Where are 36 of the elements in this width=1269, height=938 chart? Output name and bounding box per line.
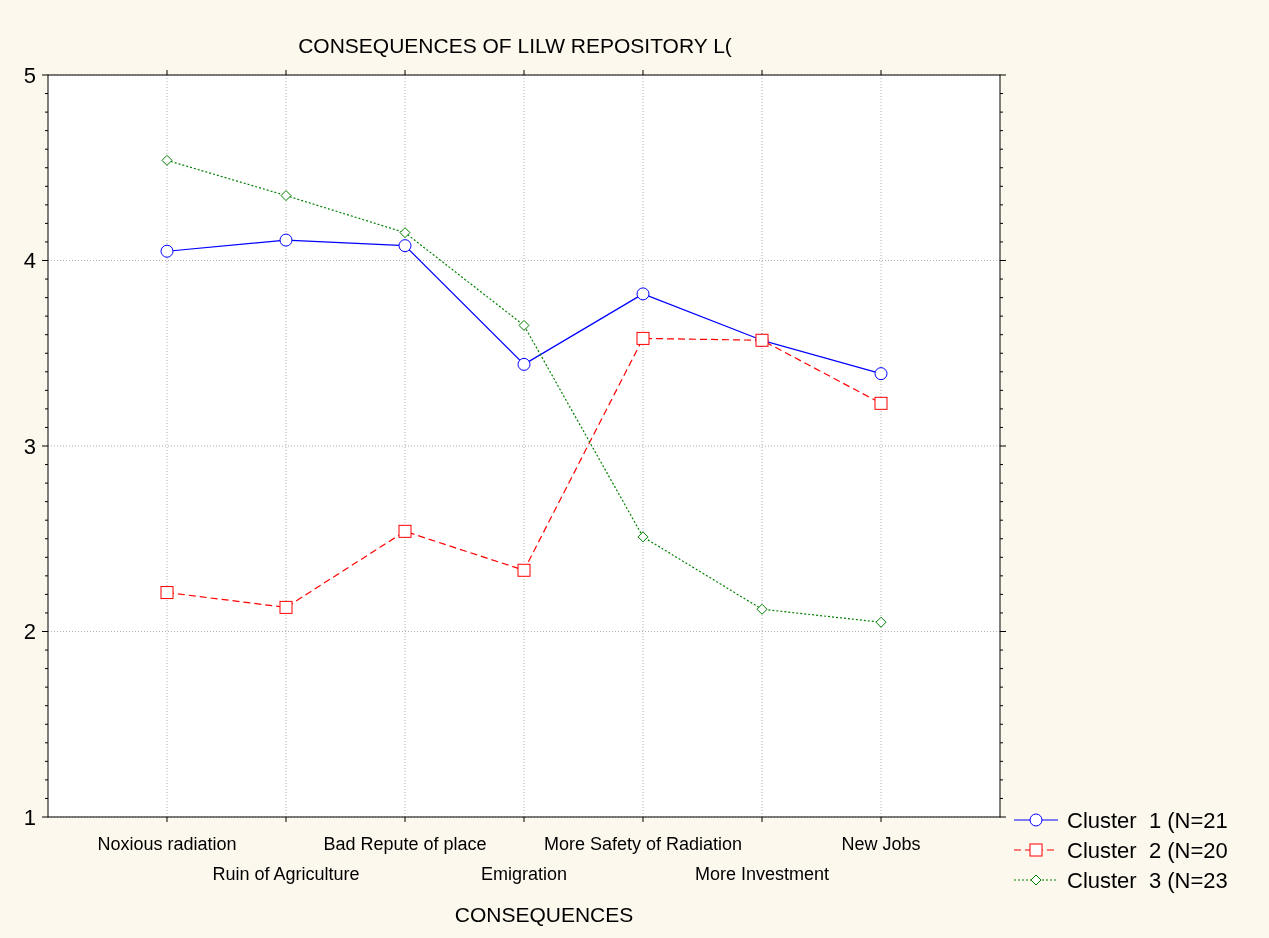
y-tick-label: 4 [23, 248, 36, 274]
point [636, 331, 650, 345]
x-tick-label: More Safety of Radiation [543, 834, 743, 854]
point [279, 600, 293, 614]
x-tick-label: Noxious radiation [97, 834, 237, 854]
x-tick-label: New Jobs [841, 834, 921, 854]
y-tick-label: 5 [23, 62, 36, 88]
point [280, 190, 292, 202]
x-tick-label: More Investment [694, 864, 830, 884]
point [398, 524, 412, 538]
point [874, 396, 888, 410]
point [161, 154, 173, 166]
point [637, 531, 649, 543]
legend-label: Cluster 1 (N=21 [1067, 807, 1228, 833]
point [398, 239, 412, 253]
x-axis-title: CONSEQUENCES [454, 903, 634, 926]
point [875, 616, 887, 628]
y-tick-label: 2 [23, 619, 36, 645]
chart-title: CONSEQUENCES OF LILW REPOSITORY L( [298, 34, 732, 57]
legend-label: Cluster 2 (N=20 [1067, 837, 1228, 863]
y-tick-label: 1 [23, 804, 36, 830]
point [517, 563, 531, 577]
legend-label: Cluster 3 (N=23 [1067, 867, 1228, 893]
point [279, 233, 293, 247]
x-tick-label: Emigration [480, 864, 568, 884]
point [756, 603, 768, 615]
point [517, 357, 531, 371]
point [160, 586, 174, 600]
point [518, 319, 530, 331]
point [874, 367, 888, 381]
point [160, 244, 174, 258]
point [399, 227, 411, 239]
y-tick-label: 3 [23, 433, 36, 459]
x-tick-label: Bad Repute of place [323, 834, 487, 854]
point [636, 287, 650, 301]
x-tick-label: Ruin of Agriculture [212, 864, 360, 884]
